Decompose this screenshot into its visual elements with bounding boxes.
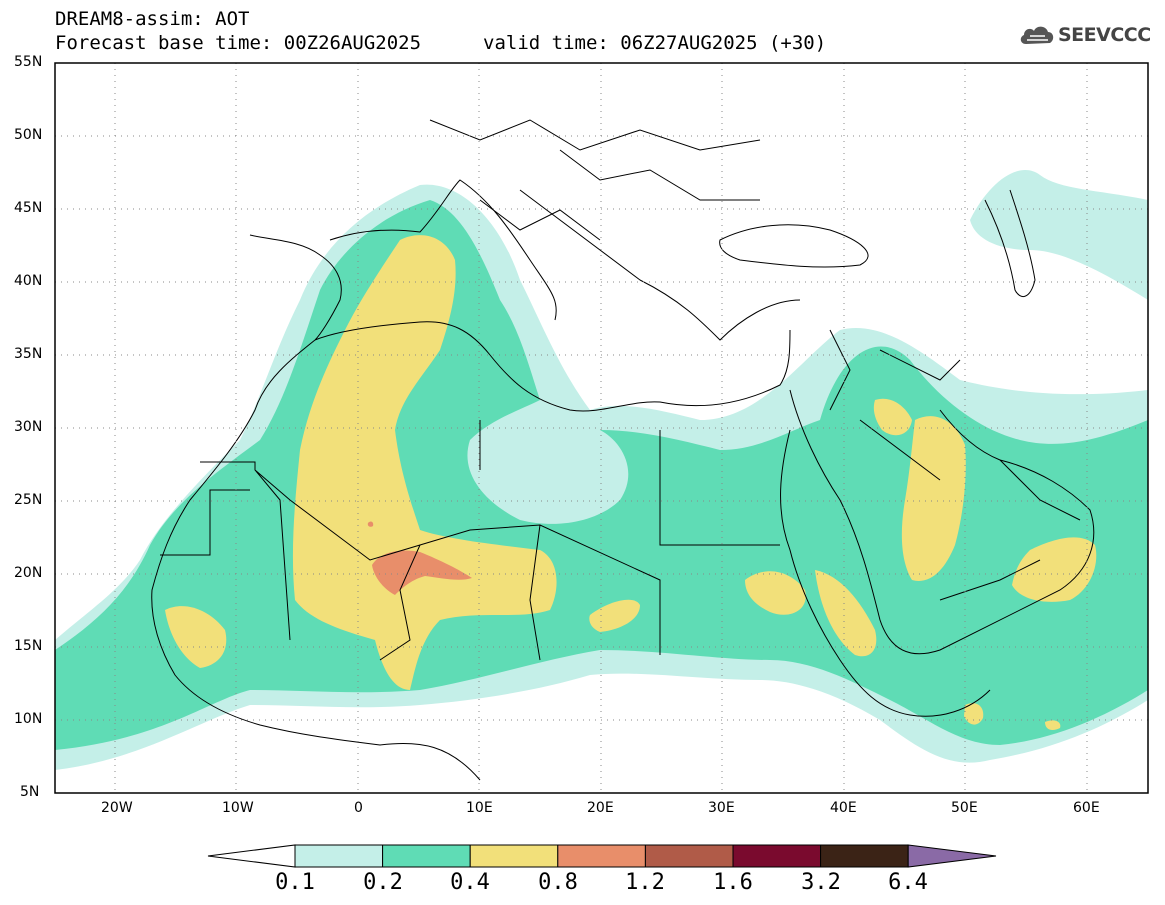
colorbar-over-arrow [907,844,997,868]
aot-contour-0.4a [292,235,557,691]
aot-contour-0.4j [1045,720,1061,730]
x-tick-label: 60E [1073,800,1100,816]
border-africa-1 [200,420,780,655]
border-africa-2 [160,489,541,661]
valid-time: valid time: 06Z27AUG2025 (+30) [483,32,827,54]
border-middle-east [829,329,1081,601]
y-tick-label: 50N [14,127,43,143]
aot-contour-0.4g [901,416,966,581]
colorbar-label: 1.2 [625,870,665,895]
coast-arabia [789,389,1095,655]
y-tick-label: 20N [14,565,43,581]
aot-contour-0.4b [165,606,227,668]
y-tick-label: 5N [20,784,40,800]
y-tick-label: 15N [14,638,43,654]
colorbar-under-arrow [207,844,296,868]
colorbar [207,844,997,868]
colorbar-swatch-5 [644,844,734,868]
colorbar-label: 0.1 [275,870,315,895]
coast-east-africa [780,429,991,717]
aot-contour-0.8b [367,521,374,527]
y-tick-label: 25N [14,492,43,508]
cloud-icon [1020,26,1054,44]
coast-black-sea [719,224,869,268]
x-tick-label: 30E [708,800,735,816]
y-tick-label: 55N [14,54,43,70]
aot-contour-0.4c [589,599,640,632]
colorbar-label: 3.2 [801,870,841,895]
aot-contour-0.8 [372,550,472,595]
y-tick-label: 40N [14,273,43,289]
colorbar-label: 0.8 [538,870,578,895]
colorbar-label: 0.2 [363,870,403,895]
colorbar-swatch-2 [382,844,471,868]
chart-title: DREAM8-assim: AOT [55,8,250,30]
logo-text: SEEVCCC [1058,24,1151,46]
coast-iberia-med [249,234,791,412]
y-tick-label: 35N [14,346,43,362]
y-tick-label: 30N [14,419,43,435]
map-frame [54,62,1149,794]
colorbar-swatch-7 [820,844,909,868]
forecast-base-time: Forecast base time: 00Z26AUG2025 [55,32,422,54]
aot-contour-0.4f [873,398,912,436]
x-tick-label: 40E [830,800,857,816]
x-tick-label: 10W [222,800,254,816]
coast-caspian [984,189,1036,298]
seevccc-logo: SEEVCCC [1018,22,1151,48]
colorbar-label: 0.4 [450,870,490,895]
coastlines [151,119,1095,781]
border-europe [429,119,761,241]
colorbar-swatch-4 [557,844,646,868]
aot-contour-0.4h [1012,537,1097,602]
colorbar-swatch-6 [732,844,822,868]
colorbar-label: 1.6 [713,870,753,895]
x-tick-label: 20E [587,800,614,816]
aot-contour-0.4d [745,571,806,615]
aot-contour-0.4i [964,703,984,725]
colorbar-label: 6.4 [888,870,928,895]
x-tick-label: 50E [951,800,978,816]
grid [55,63,1148,793]
x-tick-label: 10E [466,800,493,816]
coast-europe-south [329,179,801,341]
x-tick-label: 20W [101,800,133,816]
y-tick-label: 10N [14,711,43,727]
colorbar-swatch-3 [469,844,559,868]
colorbar-swatch-1 [294,844,384,868]
coast-west-africa [151,339,481,781]
y-tick-label: 45N [14,200,43,216]
x-tick-label: 0 [354,800,363,816]
aot-contour-0.4e [815,570,877,657]
